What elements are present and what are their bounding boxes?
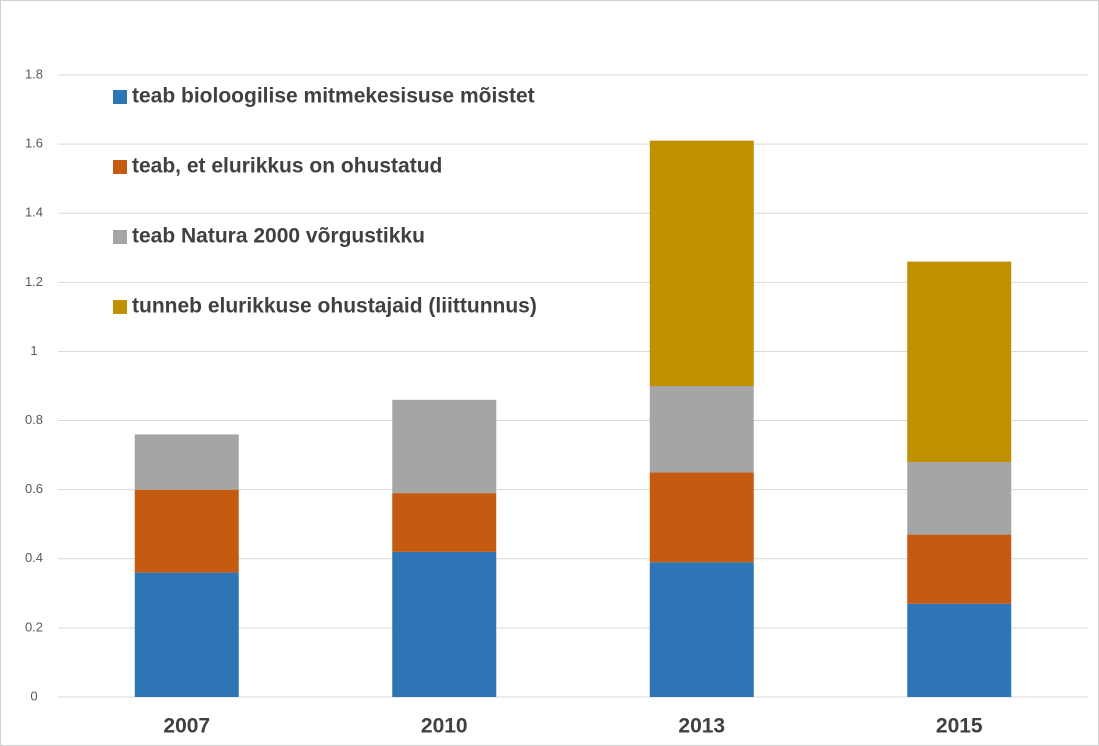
bar-segment xyxy=(134,434,239,490)
x-tick-label: 2010 xyxy=(421,715,468,738)
y-tick-label: 1.2 xyxy=(25,274,43,289)
y-tick-label: 0 xyxy=(30,688,37,703)
x-tick-label: 2007 xyxy=(163,715,210,738)
legend-label: teab bioloogilise mitmekesisuse mõistet xyxy=(132,85,535,108)
y-tick-label: 0.8 xyxy=(25,412,43,427)
y-tick-label: 1.4 xyxy=(25,205,43,220)
legend-swatch xyxy=(113,90,127,104)
bar-segment xyxy=(649,386,754,473)
legend-swatch xyxy=(113,160,127,174)
bar-segment xyxy=(907,603,1012,697)
y-tick-label: 0.6 xyxy=(25,481,43,496)
bar-segment xyxy=(907,462,1012,535)
y-tick-label: 1.6 xyxy=(25,136,43,151)
bar-segment xyxy=(907,534,1012,604)
bar-segment xyxy=(392,399,497,494)
legend-label: teab, et elurikkus on ohustatud xyxy=(132,155,442,178)
bar-segment xyxy=(392,551,497,697)
y-tick-label: 0.2 xyxy=(25,619,43,634)
y-tick-label: 1.8 xyxy=(25,66,43,81)
y-tick-label: 1 xyxy=(30,343,37,358)
legend-label: teab Natura 2000 võrgustikku xyxy=(132,225,425,248)
legend-swatch xyxy=(113,300,127,314)
x-tick-label: 2013 xyxy=(678,715,725,738)
bar-segment xyxy=(649,562,754,697)
legend-label: tunneb elurikkuse ohustajaid (liittunnus… xyxy=(132,295,537,318)
legend-swatch xyxy=(113,230,127,244)
bar-segment xyxy=(649,140,754,386)
y-tick-label: 0.4 xyxy=(25,550,43,565)
x-tick-label: 2015 xyxy=(936,715,983,738)
bar-segment xyxy=(134,572,239,697)
bar-segment xyxy=(134,489,239,573)
bar-segment xyxy=(907,261,1012,463)
bar-segment xyxy=(392,493,497,552)
bar-segment xyxy=(649,472,754,563)
